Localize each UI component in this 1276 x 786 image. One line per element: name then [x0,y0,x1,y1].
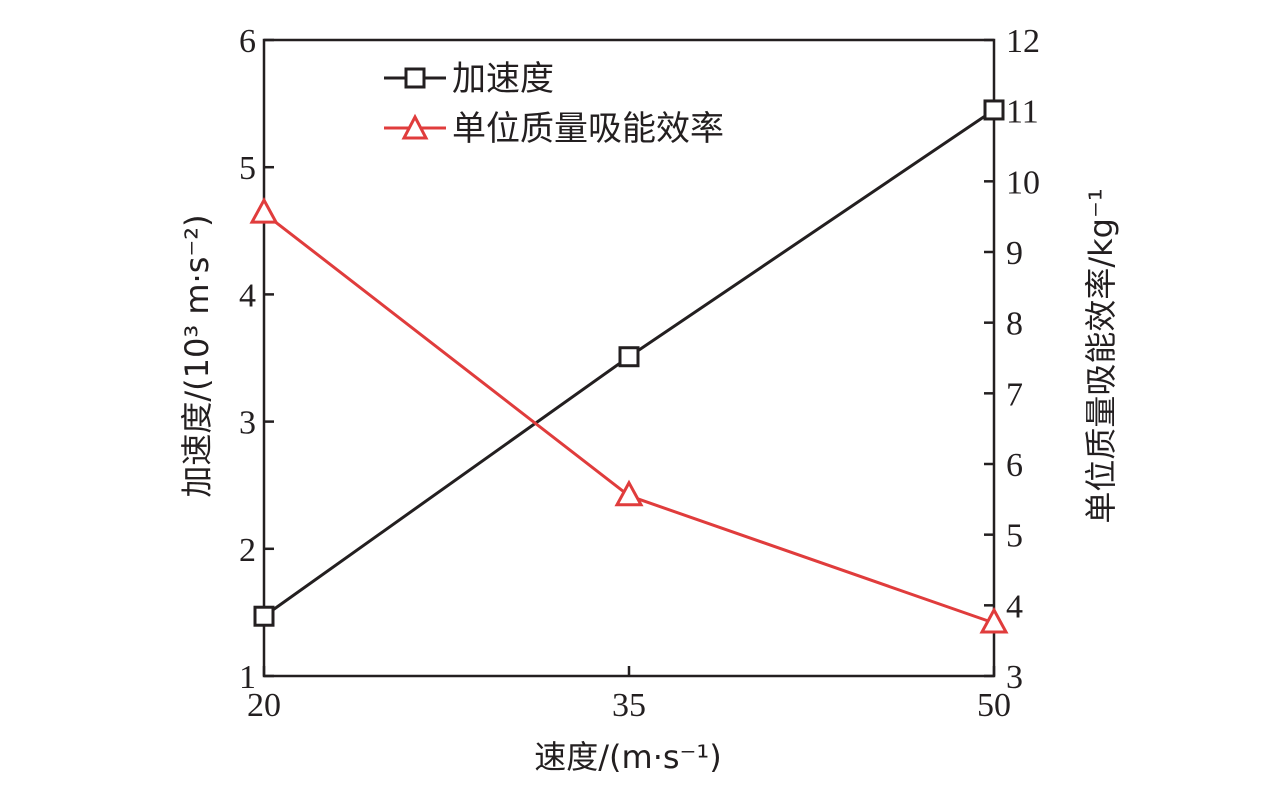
y-tick-label: 3 [239,405,256,442]
y2-tick-label: 5 [1006,518,1023,555]
x-axis-title: 速度/(m·s⁻¹) [534,738,722,776]
y2-tick-label: 4 [1006,588,1023,625]
legend-marker-triangle [401,113,429,140]
y-tick-label: 1 [239,659,256,696]
series-line-2 [263,211,995,625]
x-tick-label: 20 [247,687,281,724]
legend: 加速度 单位质量吸能效率 [384,59,724,149]
y-tick-label: 5 [239,150,256,187]
y-tick-label: 6 [239,23,256,60]
legend-label-series-1: 加速度 [452,59,554,99]
data-point-square [983,99,1005,121]
x-tick-label: 50 [977,687,1011,724]
y2-tick-label: 11 [1006,94,1039,131]
y2-tick-label: 12 [1006,23,1040,60]
series-markers [249,99,1009,634]
y2-axis-title: 单位质量吸能效率/kg⁻¹ [1082,188,1120,523]
y2-tick-label: 8 [1006,306,1023,343]
data-point-square [253,605,275,627]
y2-tick-label: 7 [1006,376,1023,413]
y-tick-label: 2 [239,532,256,569]
data-point-triangle [979,606,1009,634]
data-point-triangle [614,479,644,507]
x-tick-label: 35 [612,687,646,724]
data-point-square [618,346,640,368]
data-point-triangle [249,197,279,224]
y2-tick-label: 10 [1006,164,1040,201]
legend-marker-square [404,67,426,89]
y-axis-title: 加速度/(10³ m·s⁻²) [178,214,216,497]
legend-label-series-2: 单位质量吸能效率 [452,109,724,149]
y2-tick-label: 6 [1006,447,1023,484]
y2-tick-label: 9 [1006,235,1023,272]
y2-tick-label: 3 [1006,659,1023,696]
y-tick-label: 4 [239,277,256,314]
